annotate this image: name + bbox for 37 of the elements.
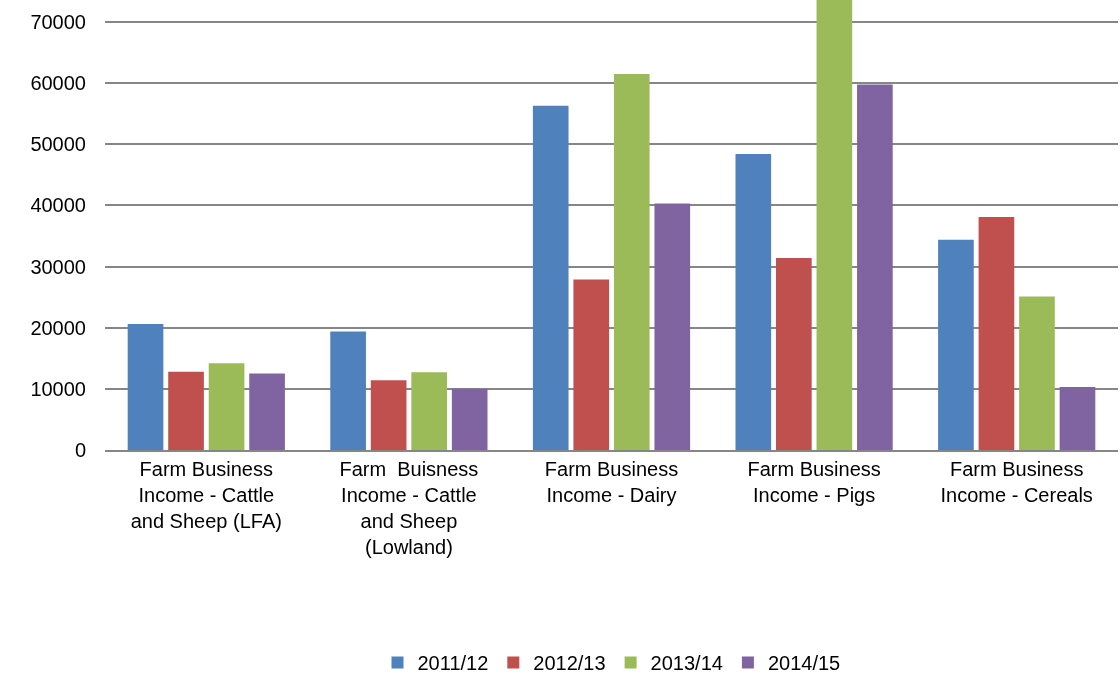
bar	[613, 73, 650, 450]
bar	[532, 105, 569, 450]
bar	[330, 331, 366, 450]
x-tick-label: Farm Business Income - Cattle and Sheep (LFA)	[130, 457, 282, 532]
bar	[249, 373, 285, 450]
legend-label: 2014/15	[767, 652, 841, 675]
bar	[573, 279, 610, 450]
bar	[1019, 296, 1055, 450]
x-tick-label: Farm Business Income - Cereals	[940, 457, 1093, 506]
bar	[776, 258, 812, 450]
y-tick-label: 40000	[30, 194, 86, 217]
legend-label: 2013/14	[650, 652, 723, 675]
y-tick-label: 10000	[30, 377, 86, 400]
bar	[168, 371, 204, 450]
bar	[978, 217, 1015, 450]
bar	[816, 0, 853, 450]
legend-label: 2011/12	[417, 652, 489, 675]
bar	[208, 363, 245, 450]
y-tick-label: 0	[74, 439, 86, 461]
bar	[451, 388, 488, 450]
bar	[370, 380, 407, 450]
y-tick-label: 50000	[30, 133, 86, 156]
legend-label: 2012/13	[533, 652, 606, 675]
bar	[654, 203, 691, 450]
y-tick-label: 70000	[30, 11, 86, 34]
y-tick-label: 20000	[30, 316, 86, 339]
y-tick-label: 30000	[30, 255, 86, 278]
bar	[735, 154, 772, 450]
bar	[938, 239, 974, 450]
x-tick-label: Farm Business Income - Pigs	[747, 457, 881, 506]
x-tick-label: Farm Buisness Income - Cattle and Sheep (Lowland)	[339, 457, 479, 558]
x-tick-label: Farm Business Income - Dairy	[544, 457, 679, 506]
y-tick-label: 60000	[30, 72, 86, 95]
bar	[411, 372, 447, 450]
bar	[1059, 387, 1096, 450]
bar	[857, 84, 893, 450]
bar	[127, 324, 164, 450]
